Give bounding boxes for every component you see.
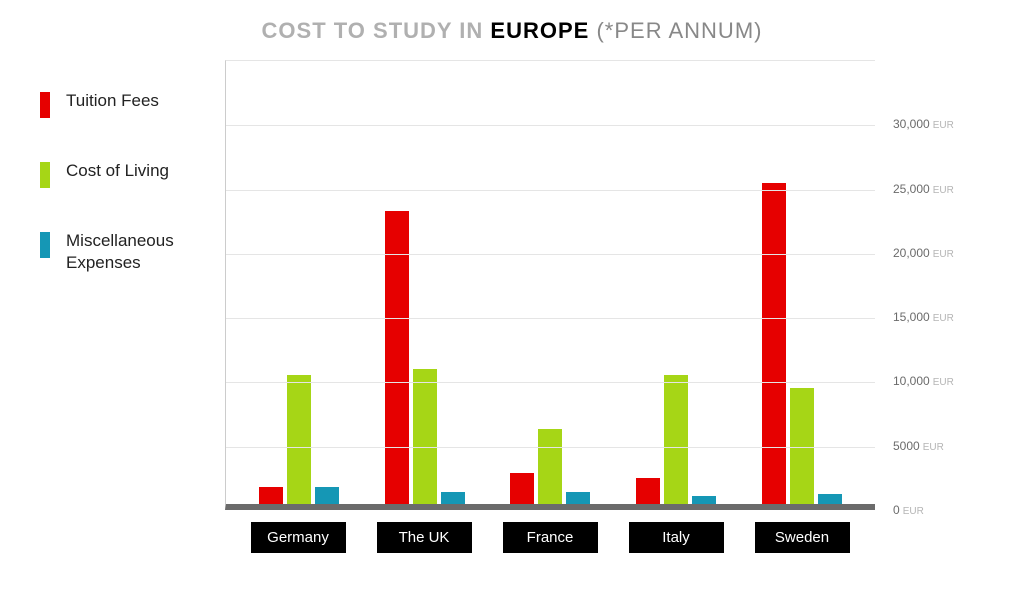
legend-item: Tuition Fees (40, 90, 210, 118)
legend-label: Cost of Living (66, 160, 169, 182)
bar (287, 375, 311, 504)
plot-area (225, 60, 875, 510)
bar-group (613, 61, 739, 504)
x-tick-label: France (503, 522, 598, 553)
legend: Tuition Fees Cost of Living Miscellaneous … (40, 90, 210, 316)
bar (315, 487, 339, 504)
legend-item: Miscellaneous Expenses (40, 230, 210, 274)
bar-group (488, 61, 614, 504)
x-tick-label: The UK (377, 522, 472, 553)
bar-group (362, 61, 488, 504)
bar-group (739, 61, 865, 504)
bar (762, 183, 786, 504)
bar (259, 487, 283, 504)
title-emphasis: EUROPE (490, 18, 589, 43)
gridline (226, 382, 875, 383)
legend-label: Miscellaneous Expenses (66, 230, 210, 274)
legend-swatch (40, 232, 50, 258)
chart-title: COST TO STUDY IN EUROPE (*PER ANNUM) (0, 0, 1024, 54)
gridline (226, 318, 875, 319)
y-tick-label: 10,000EUR (893, 374, 954, 388)
x-label-slot: The UK (361, 522, 487, 553)
chart-area: 0EUR 5000EUR 10,000EUR 15,000EUR 20,000EUR 25… (225, 60, 985, 580)
bar (664, 375, 688, 504)
x-axis-labels: Germany The UK France Italy Sweden (225, 522, 875, 553)
bar (510, 473, 534, 504)
bar (692, 496, 716, 504)
bar (538, 429, 562, 504)
y-tick-label: 30,000EUR (893, 117, 954, 131)
y-tick-label: 20,000EUR (893, 246, 954, 260)
x-label-slot: Sweden (739, 522, 865, 553)
title-prefix: COST TO STUDY IN (262, 18, 491, 43)
x-label-slot: France (487, 522, 613, 553)
bar (441, 492, 465, 504)
gridline (226, 125, 875, 126)
x-label-slot: Italy (613, 522, 739, 553)
y-tick-label: 0EUR (893, 503, 924, 517)
bar-groups (226, 61, 875, 504)
y-tick-label: 15,000EUR (893, 310, 954, 324)
x-tick-label: Germany (251, 522, 346, 553)
legend-item: Cost of Living (40, 160, 210, 188)
bar (636, 478, 660, 504)
gridline (226, 254, 875, 255)
bar (566, 492, 590, 504)
y-tick-label: 25,000EUR (893, 182, 954, 196)
bar-group (236, 61, 362, 504)
legend-swatch (40, 162, 50, 188)
bar (818, 494, 842, 504)
title-suffix: (*PER ANNUM) (589, 18, 762, 43)
x-tick-label: Italy (629, 522, 724, 553)
legend-label: Tuition Fees (66, 90, 159, 112)
gridline (226, 190, 875, 191)
bar (413, 369, 437, 504)
x-tick-label: Sweden (755, 522, 850, 553)
x-label-slot: Germany (235, 522, 361, 553)
legend-swatch (40, 92, 50, 118)
y-tick-label: 5000EUR (893, 439, 944, 453)
gridline (226, 447, 875, 448)
